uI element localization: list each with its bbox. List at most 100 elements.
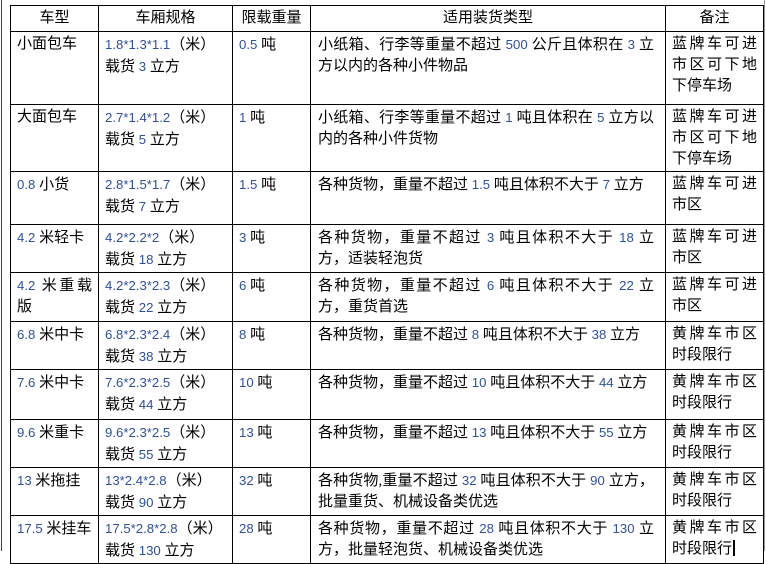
spec-line: 2.8*1.5*1.7（米） [105,177,216,193]
cell-type[interactable]: 4.2 米重载版 [10,272,99,322]
cell-note[interactable]: 蓝牌车可进市区 [665,224,764,273]
number-text: 5 [597,110,605,125]
number-text: 17.5 [17,521,43,536]
table-row: 17.5 米挂车 17.5*2.8*2.8（米） 载货 130 立方 28 吨各种货物… [10,515,764,564]
spec-line: 载货 5 立方 [105,132,180,148]
cell-type[interactable]: 7.6 米中卡 [10,369,99,420]
cell-cargo[interactable]: 各种货物，重量不超过 13 吨且体积不大于 55 立方 [310,419,666,468]
number-text: 4.2 [17,230,36,245]
cell-spec[interactable]: 9.6*2.3*2.5（米） 载货 55 立方 [98,419,233,468]
number-text: 22 [138,300,154,315]
spec-line: 4.2*2.3*2.3（米） [105,278,216,294]
cell-type[interactable]: 0.8 小货 [10,171,99,225]
header-cell[interactable]: 适用装货类型 [310,5,666,32]
number-text: 38 [591,327,607,342]
header-cell[interactable]: 备注 [665,5,764,32]
number-text: 22 [619,278,634,293]
number-text: 1.5 [471,177,491,192]
cell-limit[interactable]: 1.5 吨 [232,171,311,225]
cell-cargo[interactable]: 小纸箱、行李等重量不超过 500 公斤且体积在 3 立方以内的各种小件物品 [310,31,666,105]
cell-spec[interactable]: 7.6*2.3*2.5（米） 载货 44 立方 [98,369,233,420]
number-text: 130 [612,521,635,536]
header-cell[interactable]: 车厢规格 [98,5,233,32]
spec-line: 载货 7 立方 [105,199,180,215]
number-text: 2.8*1.5*1.7 [105,177,171,192]
number-text: 7.6 [17,375,36,390]
cell-spec[interactable]: 4.2*2.3*2.3（米） 载货 22 立方 [98,272,233,322]
spec-line: 2.7*1.4*1.2（米） [105,110,216,126]
cell-cargo[interactable]: 各种货物，重量不超过 1.5 吨且体积不大于 7 立方 [310,171,666,225]
cell-spec[interactable]: 2.8*1.5*1.7（米） 载货 7 立方 [98,171,233,225]
cell-type[interactable]: 大面包车 [10,104,99,172]
header-row: 车型 车厢规格 限载重量 适用装货类型 备注 [10,5,764,32]
cell-type[interactable]: 6.8 米中卡 [10,321,99,370]
page-edge-left [1,0,2,551]
cell-spec[interactable]: 17.5*2.8*2.8（米） 载货 130 立方 [98,515,233,564]
cell-spec[interactable]: 1.8*1.3*1.1（米） 载货 3 立方 [98,31,233,105]
cell-limit[interactable]: 28 吨 [232,515,311,564]
cell-limit[interactable]: 13 吨 [232,419,311,468]
cell-type[interactable]: 4.2 米轻卡 [10,224,99,273]
cell-limit[interactable]: 3 吨 [232,224,311,273]
cell-note[interactable]: 蓝牌车可进市区可下地下停车场 [665,104,764,172]
cell-type[interactable]: 17.5 米挂车 [10,515,99,564]
number-text: 28 [479,521,494,536]
number-text: 3 [138,59,147,74]
cell-spec[interactable]: 2.7*1.4*1.2（米） 载货 5 立方 [98,104,233,172]
cell-note[interactable]: 黄牌车市区时段限行 [665,515,764,564]
number-text: 55 [598,425,614,440]
number-text: 13 [17,473,32,488]
number-text: 1.5 [239,177,258,192]
cell-type[interactable]: 13 米拖挂 [10,467,99,516]
cell-note[interactable]: 黄牌车市区时段限行 [665,419,764,468]
cell-note[interactable]: 黄牌车市区时段限行 [665,369,764,420]
number-text: 7.6*2.3*2.5 [105,375,171,390]
header-cell[interactable]: 车型 [10,5,99,32]
cell-limit[interactable]: 32 吨 [232,467,311,516]
number-text: 4.2*2.2*2 [105,230,160,245]
cell-note[interactable]: 黄牌车市区时段限行 [665,467,764,516]
number-text: 44 [138,397,154,412]
table-row: 大面包车 2.7*1.4*1.2（米） 载货 5 立方 1 吨小纸箱、行李等重量不超过… [10,104,764,172]
number-text: 6 [239,278,247,293]
cell-type[interactable]: 小面包车 [10,31,99,105]
cell-limit[interactable]: 6 吨 [232,272,311,322]
spec-line: 载货 22 立方 [105,300,188,316]
number-text: 6.8*2.3*2.4 [105,327,171,342]
cell-limit[interactable]: 8 吨 [232,321,311,370]
cell-spec[interactable]: 6.8*2.3*2.4（米） 载货 38 立方 [98,321,233,370]
number-text: 3 [239,230,247,245]
cell-cargo[interactable]: 各种货物，重量不超过 6 吨且体积不大于 22 立方，重货首选 [310,272,666,322]
number-text: 18 [138,252,154,267]
number-text: 2.7*1.4*1.2 [105,110,171,125]
cell-limit[interactable]: 1 吨 [232,104,311,172]
cell-cargo[interactable]: 各种货物，重量不超过 10 吨且体积不大于 44 立方 [310,369,666,420]
vehicle-table: 车型 车厢规格 限载重量 适用装货类型 备注 小面包车 1.8*1.3*1.1（米） 载货 … [10,5,764,564]
cell-note[interactable]: 蓝牌车可进市区可下地下停车场 [665,31,764,105]
cell-spec[interactable]: 13*2.4*2.8（米） 载货 90 立方 [98,467,233,516]
cell-cargo[interactable]: 各种货物，重量不超过 8 吨且体积不大于 38 立方 [310,321,666,370]
number-text: 8 [239,327,247,342]
cell-limit[interactable]: 0.5 吨 [232,31,311,105]
cell-limit[interactable]: 10 吨 [232,369,311,420]
cell-note[interactable]: 黄牌车市区时段限行 [665,321,764,370]
cell-type[interactable]: 9.6 米重卡 [10,419,99,468]
number-text: 9.6 [17,425,36,440]
table-row: 9.6 米重卡 9.6*2.3*2.5（米） 载货 55 立方 13 吨各种货物，重量… [10,419,764,468]
cell-cargo[interactable]: 各种货物，重量不超过 28 吨且体积不大于 130 立方，批量轻泡货、机械设备类… [310,515,666,564]
number-text: 4.2 [17,278,36,293]
number-text: 38 [138,349,154,364]
number-text: 32 [461,473,477,488]
cell-note[interactable]: 蓝牌车可进市区 [665,272,764,322]
number-text: 90 [590,473,605,488]
cell-spec[interactable]: 4.2*2.2*2（米） 载货 18 立方 [98,224,233,273]
number-text: 55 [138,447,154,462]
cell-cargo[interactable]: 各种货物,重量不超过 32 吨且体积不大于 90 立方，批量重货、机械设备类优选 [310,467,666,516]
spec-line: 17.5*2.8*2.8（米） [105,521,223,537]
header-cell[interactable]: 限载重量 [232,5,311,32]
spec-line: 载货 3 立方 [105,59,180,75]
number-text: 6.8 [17,327,36,342]
cell-note[interactable]: 蓝牌车可进市区 [665,171,764,225]
cell-cargo[interactable]: 小纸箱、行李等重量不超过 1 吨且体积在 5 立方以内的各种小件货物 [310,104,666,172]
cell-cargo[interactable]: 各种货物，重量不超过 3 吨且体积不大于 18 立方，适装轻泡货 [310,224,666,273]
